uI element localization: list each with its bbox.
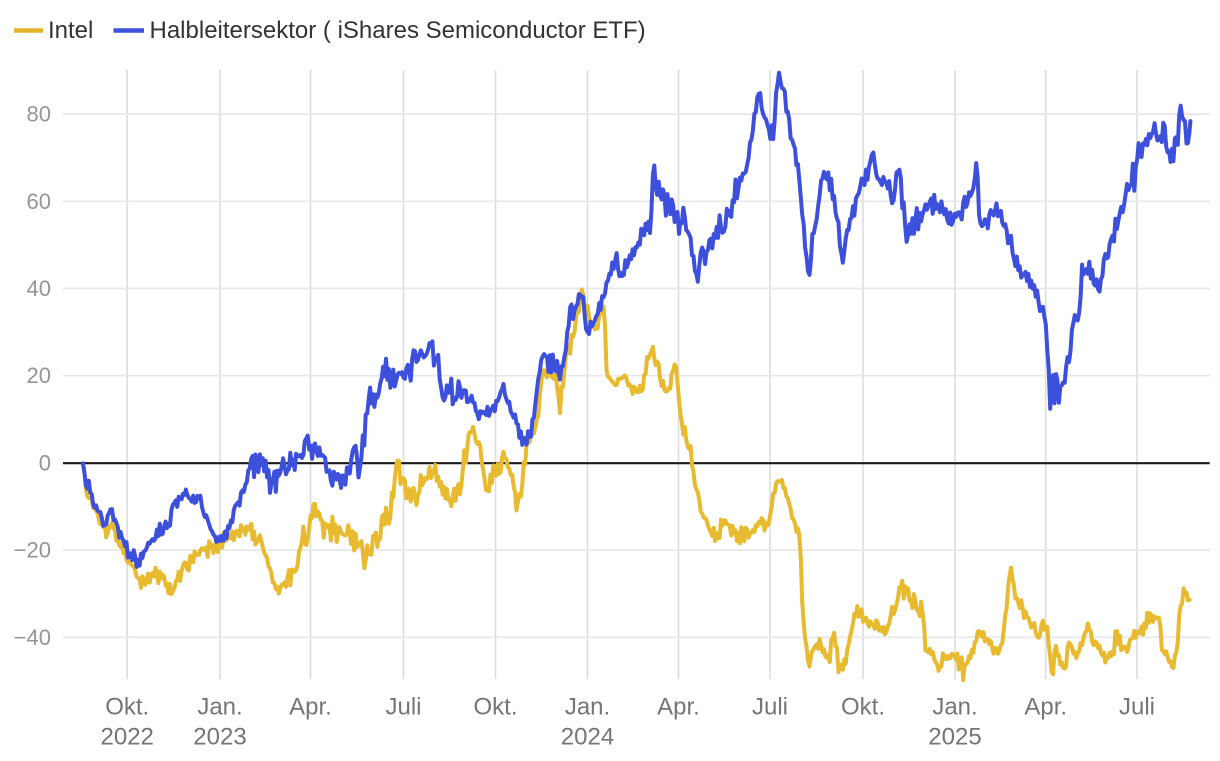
svg-text:Okt.: Okt. <box>105 694 149 721</box>
svg-text:Juli: Juli <box>1119 694 1155 721</box>
svg-text:2022: 2022 <box>101 724 154 751</box>
svg-text:0: 0 <box>39 450 51 475</box>
svg-text:2025: 2025 <box>928 724 981 751</box>
svg-text:20: 20 <box>27 363 51 388</box>
svg-text:2024: 2024 <box>561 724 614 751</box>
svg-text:Intel: Intel <box>48 17 93 44</box>
svg-text:Juli: Juli <box>752 694 788 721</box>
svg-text:Okt.: Okt. <box>473 694 517 721</box>
svg-text:Jan.: Jan. <box>565 694 610 721</box>
svg-text:40: 40 <box>27 276 51 301</box>
svg-text:Juli: Juli <box>385 694 421 721</box>
svg-text:Halbleitersektor ( iShares Sem: Halbleitersektor ( iShares Semiconductor… <box>150 17 646 44</box>
svg-text:−40: −40 <box>14 625 51 650</box>
svg-text:Apr.: Apr. <box>657 694 700 721</box>
svg-text:Okt.: Okt. <box>841 694 885 721</box>
svg-text:Jan.: Jan. <box>932 694 977 721</box>
svg-text:−20: −20 <box>14 538 51 563</box>
svg-text:Jan.: Jan. <box>197 694 242 721</box>
svg-text:60: 60 <box>27 189 51 214</box>
svg-text:80: 80 <box>27 102 51 127</box>
svg-text:2023: 2023 <box>193 724 246 751</box>
svg-text:Apr.: Apr. <box>1024 694 1067 721</box>
svg-text:Apr.: Apr. <box>289 694 332 721</box>
